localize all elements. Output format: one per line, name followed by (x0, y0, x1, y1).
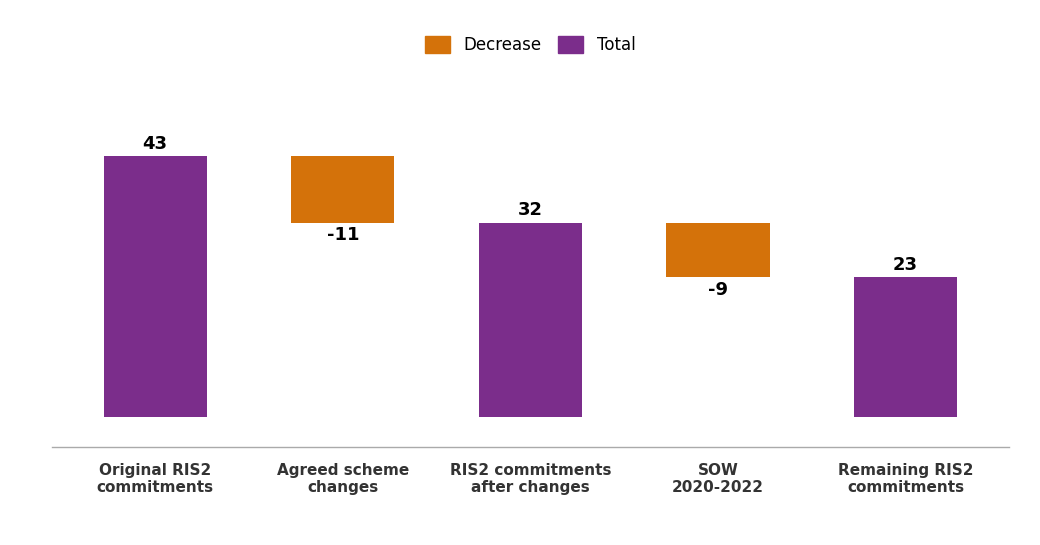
Bar (291, 156, 394, 223)
Bar (478, 223, 582, 416)
Text: -9: -9 (708, 281, 728, 299)
Text: 23: 23 (893, 256, 918, 274)
Text: -11: -11 (327, 227, 359, 245)
Bar (667, 223, 770, 277)
Bar (854, 277, 957, 416)
Text: 43: 43 (142, 135, 167, 153)
Legend: Decrease, Total: Decrease, Total (417, 28, 644, 63)
Text: 32: 32 (518, 201, 543, 219)
Bar (104, 156, 207, 416)
